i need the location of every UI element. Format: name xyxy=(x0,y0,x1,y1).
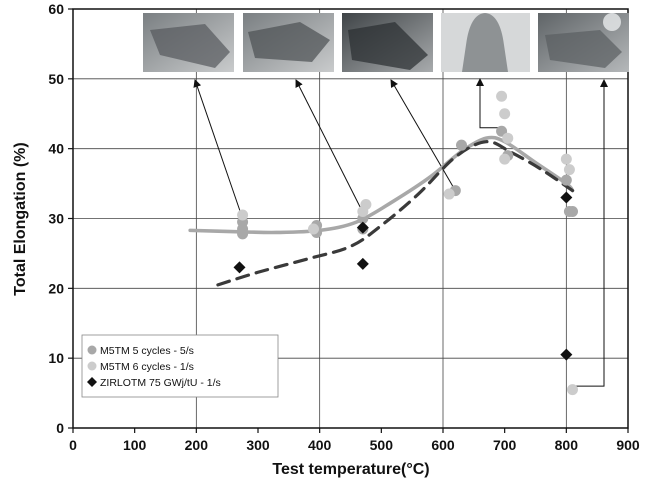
trend-lines xyxy=(188,135,575,287)
x-tick-label: 100 xyxy=(123,437,147,453)
trend-line-solid xyxy=(188,135,575,235)
specimen-photos xyxy=(143,13,629,72)
data-point-m5-6cycles xyxy=(502,132,514,144)
y-tick-label: 10 xyxy=(48,350,64,366)
specimen-photo-3 xyxy=(342,13,433,72)
data-point-m5-5cycles xyxy=(560,174,572,186)
x-tick-label: 300 xyxy=(246,437,270,453)
x-tick-label: 900 xyxy=(616,437,640,453)
x-tick-label: 400 xyxy=(308,437,332,453)
photo-arrow-1 xyxy=(193,79,244,219)
data-point-m5-5cycles xyxy=(567,206,578,218)
data-point-m5-6cycles xyxy=(563,164,575,176)
y-tick-labels: 0 10 20 30 40 50 60 xyxy=(48,1,73,436)
y-tick-label: 20 xyxy=(48,280,64,296)
data-point-m5-6cycles xyxy=(308,223,319,235)
legend-label-zirlo: ZIRLOTM 75 GWj/tU - 1/s xyxy=(100,377,221,389)
data-point-m5-6cycles xyxy=(560,153,572,165)
x-tick-label: 200 xyxy=(185,437,209,453)
data-point-m5-5cycles xyxy=(237,228,249,240)
specimen-photo-1 xyxy=(143,13,234,72)
legend-label-m5-5cycles: M5TM 5 cycles - 5/s xyxy=(100,345,194,357)
specimen-photo-4 xyxy=(441,13,530,72)
legend-label-m5-6cycles: M5TM 6 cycles - 1/s xyxy=(100,361,194,373)
y-axis-label: Total Elongation (%) xyxy=(12,142,29,295)
photo-arrow-4 xyxy=(476,78,501,129)
data-point-zirlo xyxy=(356,257,369,270)
x-tick-label: 800 xyxy=(555,437,579,453)
y-tick-label: 0 xyxy=(56,420,64,436)
data-point-m5-6cycles xyxy=(567,384,578,396)
x-tick-labels: 0 100 200 300 400 500 600 700 800 900 xyxy=(69,428,640,453)
data-point-m5-6cycles xyxy=(443,188,455,200)
data-point-m5-6cycles xyxy=(357,206,369,218)
y-tick-label: 40 xyxy=(48,141,64,157)
specimen-photo-2 xyxy=(243,13,334,72)
legend: M5TM 5 cycles - 5/s M5TM 6 cycles - 1/s … xyxy=(81,334,279,398)
x-tick-label: 0 xyxy=(69,437,77,453)
data-point-m5-5cycles xyxy=(456,139,467,151)
x-tick-label: 500 xyxy=(370,437,394,453)
data-points xyxy=(233,90,578,396)
y-tick-label: 30 xyxy=(48,211,64,227)
legend-marker-m5-5cycles xyxy=(87,345,97,355)
legend-box xyxy=(81,334,279,398)
data-point-zirlo xyxy=(233,261,246,274)
data-point-zirlo xyxy=(560,191,573,204)
x-tick-label: 700 xyxy=(493,437,517,453)
legend-marker-zirlo xyxy=(87,377,97,387)
photo-arrow-2 xyxy=(295,79,367,219)
photo-pointer-arrows xyxy=(193,78,608,387)
x-tick-label: 600 xyxy=(431,437,455,453)
legend-marker-m5-6cycles xyxy=(87,361,97,371)
data-point-zirlo xyxy=(560,348,573,361)
trend-line-dashed xyxy=(216,140,575,287)
data-point-m5-6cycles xyxy=(237,209,249,221)
data-point-m5-6cycles xyxy=(496,90,508,102)
photo-arrow-5 xyxy=(575,79,608,387)
photo-arrow-3 xyxy=(390,79,456,191)
data-point-m5-6cycles xyxy=(499,153,511,165)
specimen-photo-5 xyxy=(538,13,629,72)
data-point-zirlo xyxy=(356,221,369,234)
x-axis-label: Test temperature(°C) xyxy=(272,461,429,478)
data-point-m5-6cycles xyxy=(499,108,511,120)
y-tick-label: 60 xyxy=(48,1,64,17)
y-tick-label: 50 xyxy=(48,71,64,87)
